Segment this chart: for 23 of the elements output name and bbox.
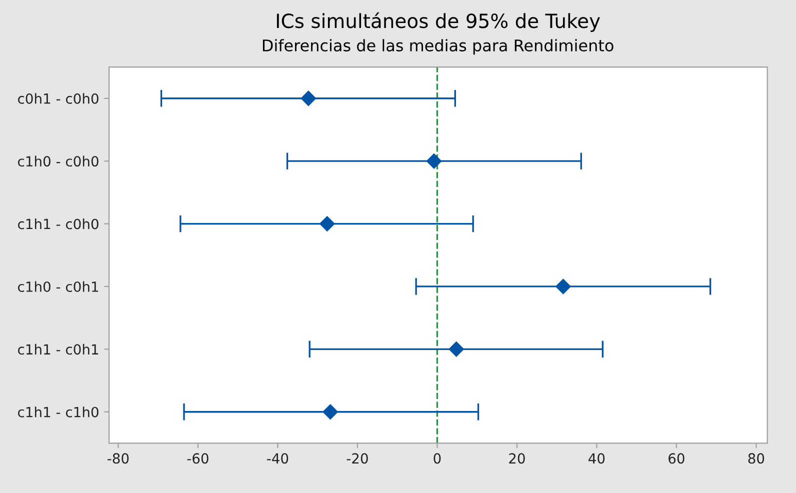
y-tick-label: c0h1 - c0h0 xyxy=(18,93,98,104)
x-tick-label: 0 xyxy=(434,453,441,464)
x-tick-label: 80 xyxy=(748,453,764,464)
y-tick-label: c1h1 - c0h0 xyxy=(18,218,98,230)
x-tick-label: -80 xyxy=(108,453,129,464)
x-tick-label: -60 xyxy=(187,453,208,464)
point xyxy=(320,216,335,232)
point xyxy=(556,278,571,294)
point xyxy=(322,404,338,420)
y-tick-label: c1h1 - c0h1 xyxy=(18,344,98,355)
x-tick-label: -40 xyxy=(267,453,288,464)
chart-title: ICs simultáneos de 95% de Tukey xyxy=(276,12,600,32)
y-tick-label: c1h1 - c1h0 xyxy=(18,406,98,418)
chart-subtitle: Diferencias de las medias para Rendimiento xyxy=(262,39,614,55)
y-tick-label: c1h0 - c0h1 xyxy=(18,281,98,292)
x-tick-label: 60 xyxy=(668,453,684,464)
x-tick-label: -20 xyxy=(346,453,368,464)
point xyxy=(426,154,442,169)
y-tick-label: c1h0 - c0h0 xyxy=(18,156,98,167)
x-tick-label: 20 xyxy=(509,453,525,464)
x-tick-label: 40 xyxy=(588,453,605,464)
point xyxy=(448,342,464,357)
point xyxy=(300,90,316,106)
